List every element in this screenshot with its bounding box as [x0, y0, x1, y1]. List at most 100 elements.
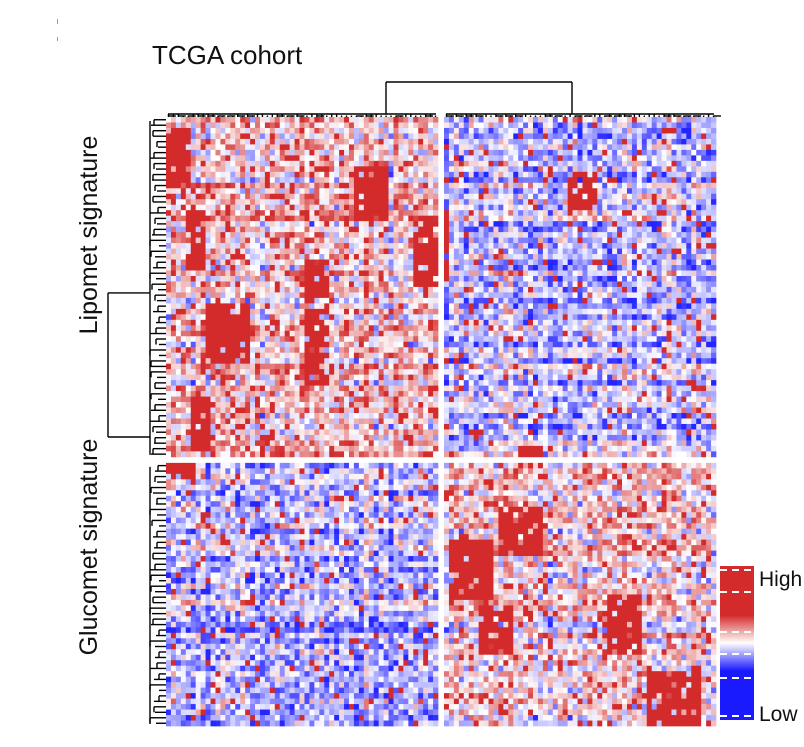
heatmap-cell: [453, 166, 460, 173]
heatmap-cell: [562, 166, 568, 173]
heatmap-cell: [523, 286, 529, 293]
heatmap-cell: [498, 270, 504, 277]
heatmap-cell: [671, 232, 677, 238]
heatmap-cell: [284, 330, 290, 337]
heatmap-cell: [508, 303, 514, 310]
heatmap-cell: [319, 265, 325, 271]
heatmap-cell: [433, 127, 439, 134]
heatmap-cell: [448, 319, 455, 326]
heatmap-cell: [458, 215, 465, 222]
heatmap-cell: [235, 177, 241, 184]
heatmap-cell: [572, 270, 578, 277]
heatmap-cell: [537, 122, 544, 129]
heatmap-cell: [190, 149, 197, 156]
heatmap-cell: [393, 275, 399, 282]
heatmap-cell: [537, 149, 544, 156]
heatmap-cell: [225, 330, 231, 337]
heatmap-cell: [433, 248, 439, 255]
heatmap-cell: [661, 341, 667, 348]
heatmap-cell: [523, 122, 529, 129]
heatmap-cell: [408, 254, 414, 260]
heatmap-cell: [691, 281, 697, 288]
heatmap-cell: [523, 254, 529, 260]
heatmap-cell: [304, 330, 310, 337]
heatmap-cell: [383, 303, 389, 310]
heatmap-cell: [388, 286, 394, 293]
heatmap-cell: [533, 182, 539, 189]
heatmap-cell: [577, 127, 583, 134]
heatmap-cell: [513, 127, 519, 134]
heatmap-cell: [329, 314, 335, 321]
heatmap-cell: [373, 275, 380, 282]
heatmap-cell: [523, 336, 529, 343]
heatmap-cell: [259, 314, 266, 321]
heatmap-cell: [513, 341, 519, 348]
heatmap-cell: [626, 117, 633, 123]
heatmap-cell: [195, 319, 201, 326]
heatmap-cell: [408, 155, 414, 162]
heatmap-cell: [294, 297, 300, 304]
heatmap-cell: [358, 182, 365, 189]
heatmap-cell: [488, 237, 494, 244]
heatmap-cell: [284, 265, 290, 271]
heatmap-cell: [284, 270, 290, 277]
heatmap-cell: [319, 248, 325, 255]
heatmap-cell: [383, 254, 389, 260]
heatmap-cell: [230, 155, 236, 162]
heatmap-cell: [274, 199, 281, 206]
heatmap-cell: [612, 149, 618, 156]
heatmap-cell: [403, 199, 409, 206]
heatmap-cell: [626, 248, 633, 255]
heatmap-cell: [444, 221, 450, 227]
heatmap-cell: [180, 243, 187, 249]
heatmap-cell: [488, 270, 494, 277]
heatmap-cell: [676, 254, 682, 260]
heatmap-cell: [383, 210, 389, 217]
heatmap-cell: [681, 319, 687, 326]
heatmap-cell: [383, 237, 389, 244]
heatmap-cell: [656, 237, 662, 244]
heatmap-cell: [552, 275, 559, 282]
heatmap-cell: [503, 177, 509, 184]
heatmap-cell: [225, 232, 231, 238]
heatmap-cell: [498, 193, 504, 200]
heatmap-cell: [339, 182, 345, 189]
heatmap-cell: [622, 341, 628, 348]
heatmap-cell: [701, 127, 707, 134]
heatmap-cell: [329, 281, 335, 288]
heatmap-cell: [398, 127, 404, 134]
heatmap-cell: [691, 193, 697, 200]
heatmap-cell: [518, 319, 524, 326]
heatmap-cell: [408, 347, 414, 354]
heatmap-cell: [661, 336, 667, 343]
heatmap-cell: [200, 199, 206, 206]
heatmap-cell: [552, 177, 559, 184]
heatmap-cell: [523, 204, 529, 211]
heatmap-cell: [344, 155, 350, 162]
heatmap-cell: [508, 210, 514, 217]
heatmap-cell: [503, 336, 509, 343]
heatmap-cell: [542, 341, 549, 348]
heatmap-cell: [398, 292, 404, 299]
heatmap-cell: [567, 286, 573, 293]
heatmap-cell: [483, 144, 489, 151]
heatmap-cell: [473, 248, 479, 255]
heatmap-cell: [607, 166, 613, 173]
heatmap-cell: [423, 117, 429, 123]
heatmap-cell: [190, 117, 197, 123]
heatmap-cell: [373, 336, 380, 343]
heatmap-cell: [597, 325, 603, 332]
heatmap-cell: [250, 319, 256, 326]
heatmap-cell: [259, 177, 266, 184]
heatmap-cell: [453, 204, 460, 211]
heatmap-cell: [631, 127, 638, 134]
heatmap-cell: [567, 199, 573, 206]
heatmap-cell: [428, 117, 434, 123]
heatmap-cell: [423, 188, 429, 195]
heatmap-cell: [398, 193, 404, 200]
heatmap-cell: [408, 292, 414, 299]
heatmap-cell: [284, 292, 290, 299]
heatmap-cell: [428, 133, 434, 140]
heatmap-cell: [324, 204, 330, 211]
heatmap-cell: [651, 308, 658, 315]
